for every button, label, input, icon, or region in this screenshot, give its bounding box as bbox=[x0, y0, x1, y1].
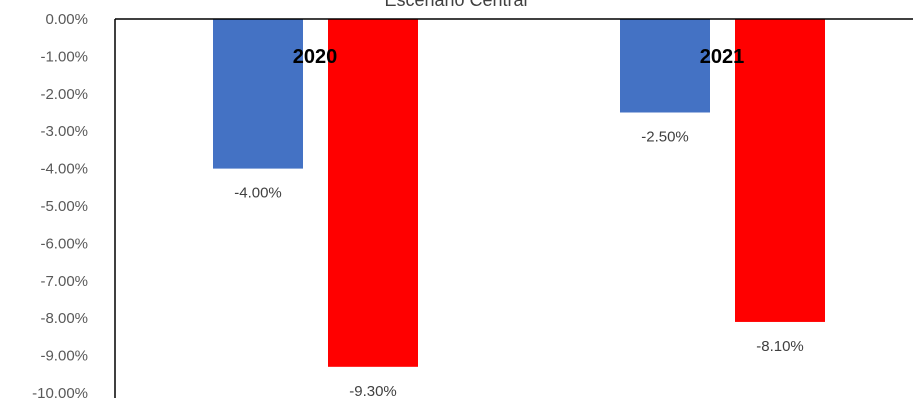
bars bbox=[213, 19, 825, 367]
y-tick-label: 0.00% bbox=[45, 11, 88, 28]
bar-value-label: -4.00% bbox=[234, 185, 282, 202]
y-tick-label: -2.00% bbox=[40, 86, 88, 103]
chart-title: Escenario Central bbox=[384, 0, 527, 10]
y-tick-label: -9.00% bbox=[40, 348, 88, 365]
bar bbox=[620, 19, 710, 113]
y-tick-label: -10.00% bbox=[32, 385, 88, 398]
bar-value-label: -8.10% bbox=[756, 338, 804, 355]
category-label: 2021 bbox=[700, 46, 745, 68]
bar bbox=[328, 19, 418, 367]
data-labels: -4.00% -2.50% -9.30% -8.10% bbox=[234, 129, 804, 398]
category-label: 2020 bbox=[293, 46, 338, 68]
bar-value-label: -2.50% bbox=[641, 129, 689, 146]
y-tick-label: -5.00% bbox=[40, 198, 88, 215]
y-tick-label: -1.00% bbox=[40, 48, 88, 65]
bar bbox=[213, 19, 303, 169]
y-tick-label: -4.00% bbox=[40, 161, 88, 178]
y-tick-label: -3.00% bbox=[40, 123, 88, 140]
y-tick-label: -8.00% bbox=[40, 310, 88, 327]
y-axis-ticks: 0.00% -1.00% -2.00% -3.00% -4.00% -5.00% -6.00… bbox=[32, 11, 88, 398]
bar-value-label: -9.30% bbox=[349, 383, 397, 398]
y-tick-label: -6.00% bbox=[40, 235, 88, 252]
y-tick-label: -7.00% bbox=[40, 273, 88, 290]
category-labels: 2020 2021 bbox=[293, 46, 745, 68]
bar bbox=[735, 19, 825, 322]
